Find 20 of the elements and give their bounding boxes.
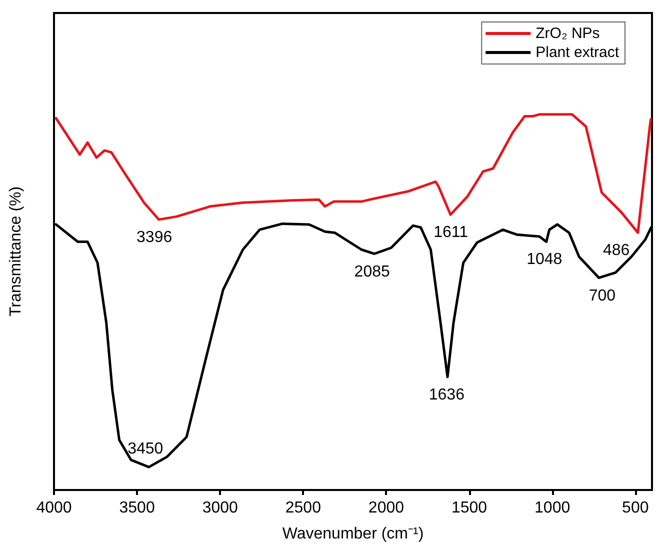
x-tick-label: 3500: [119, 500, 155, 516]
annotation: 1048: [526, 251, 562, 268]
legend-label: ZrO₂ NPs: [536, 25, 600, 42]
x-axis-title: Wavenumber (cm⁻¹): [282, 526, 424, 542]
annotation: 3396: [136, 229, 172, 246]
annotation: 2085: [354, 263, 390, 280]
x-tick-label: 1000: [534, 500, 570, 516]
annotation: 1611: [434, 224, 468, 242]
x-tick-label: 4000: [36, 500, 72, 516]
y-axis-title: Transmittance (%): [8, 186, 24, 317]
x-tick-label: 500: [622, 500, 649, 516]
annotation: 1636: [428, 386, 465, 404]
x-tick-label: 3000: [202, 500, 238, 516]
annotation: 3450: [128, 440, 164, 458]
x-tick-label: 2000: [368, 500, 404, 516]
x-tick-label: 2500: [285, 500, 322, 516]
legend-label: Plant extract: [536, 44, 620, 61]
x-tick-label: 1500: [451, 500, 488, 516]
annotation: 700: [588, 287, 616, 304]
annotation: 486: [603, 242, 630, 260]
